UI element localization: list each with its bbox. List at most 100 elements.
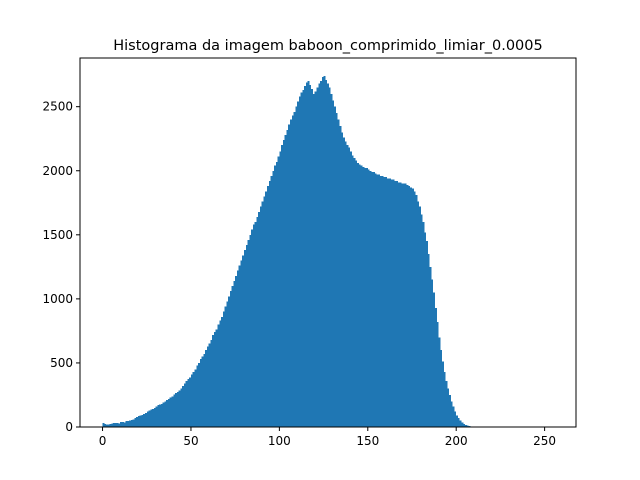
histogram-bar xyxy=(221,316,223,427)
histogram-bar xyxy=(298,96,301,427)
histogram-bar xyxy=(118,423,121,427)
y-tick-label: 1000 xyxy=(42,292,73,306)
histogram-bar xyxy=(109,423,112,427)
histogram-bar xyxy=(415,195,418,427)
histogram-bar xyxy=(434,307,437,427)
histogram-bar xyxy=(366,168,368,427)
histogram-bar xyxy=(212,334,214,427)
histogram-bar xyxy=(194,369,197,427)
histogram-bar xyxy=(399,182,402,427)
histogram-bar xyxy=(153,407,156,427)
histogram-bar xyxy=(291,115,294,427)
histogram-bar xyxy=(376,174,379,427)
histogram-bar xyxy=(196,365,199,427)
histogram-bar xyxy=(358,164,361,427)
histogram-bar xyxy=(171,396,174,427)
histogram-bar xyxy=(404,183,407,427)
histogram-bar xyxy=(155,406,158,427)
histogram-bar xyxy=(134,418,137,427)
histogram-bar xyxy=(335,113,338,427)
histogram-bar xyxy=(373,172,375,427)
histogram-bar xyxy=(316,87,319,427)
histogram-bar xyxy=(282,140,285,427)
histogram-bar xyxy=(228,296,230,427)
histogram-bar xyxy=(450,401,453,428)
histogram-bar xyxy=(300,92,303,427)
histogram-bar xyxy=(185,380,188,428)
histogram-bar xyxy=(141,414,144,427)
histogram-bar xyxy=(422,222,425,427)
histogram-bar xyxy=(238,265,241,427)
histogram-bar xyxy=(106,424,108,427)
histogram-bar xyxy=(102,423,105,427)
histogram-bar xyxy=(353,157,356,427)
histogram-bar xyxy=(206,346,209,427)
histogram-bar xyxy=(355,160,358,427)
histogram-bar xyxy=(284,134,287,428)
histogram-bar xyxy=(357,163,359,427)
histogram-bar xyxy=(116,423,119,427)
histogram-bar xyxy=(406,184,409,427)
histogram-bar xyxy=(325,79,328,427)
histogram-bar xyxy=(251,229,253,427)
histogram-bar xyxy=(266,186,269,428)
histogram-bar xyxy=(226,301,229,427)
histogram-bar xyxy=(173,394,176,427)
histogram-bar xyxy=(318,83,321,428)
histogram-bar xyxy=(362,166,365,427)
histogram-bar xyxy=(261,201,264,427)
histogram-bar xyxy=(454,411,457,428)
histogram-bar xyxy=(332,100,335,427)
histogram-bar xyxy=(411,188,414,427)
y-tick-label: 500 xyxy=(50,356,73,370)
histogram-bar xyxy=(304,86,306,427)
histogram-bar xyxy=(217,324,220,427)
histogram-bar xyxy=(136,416,138,427)
histogram-bar xyxy=(205,350,207,428)
histogram-bar xyxy=(198,362,200,427)
histogram-bar xyxy=(351,155,354,428)
histogram-bar xyxy=(389,178,391,427)
histogram-bar xyxy=(286,129,289,427)
y-tick-label: 0 xyxy=(65,420,73,434)
histogram-bar xyxy=(457,418,460,427)
histogram-bar xyxy=(256,216,259,428)
histogram-bar xyxy=(169,397,172,427)
chart-title: Histograma da imagem baboon_comprimido_l… xyxy=(113,38,542,54)
histogram-bar xyxy=(160,403,163,427)
histogram-bar xyxy=(281,145,283,428)
histogram-bar xyxy=(302,90,305,427)
histogram-bar xyxy=(219,320,222,427)
histogram-bar xyxy=(159,404,161,427)
histogram-bar xyxy=(344,141,347,427)
histogram-bar xyxy=(263,196,266,428)
histogram-bar xyxy=(277,156,280,427)
histogram-bar xyxy=(144,412,147,427)
histogram-bar xyxy=(272,170,275,427)
histogram-bar xyxy=(254,222,257,427)
histogram-bar xyxy=(466,425,469,427)
histogram-bar xyxy=(311,88,313,427)
histogram-bar xyxy=(381,175,384,428)
histogram-bar xyxy=(235,275,237,427)
x-tick-label: 50 xyxy=(183,434,198,448)
histogram-bar xyxy=(374,173,377,427)
histogram-bar xyxy=(164,401,167,428)
y-tick-label: 2000 xyxy=(42,164,73,178)
histogram-bar xyxy=(410,187,412,427)
y-tick-label: 2500 xyxy=(42,100,73,114)
histogram-bar xyxy=(334,106,336,427)
histogram-bar xyxy=(175,393,177,427)
histogram-bar xyxy=(327,83,329,428)
histogram-bar xyxy=(309,84,312,427)
histogram-bar xyxy=(392,179,395,427)
histogram-bar xyxy=(167,398,170,427)
histogram-bar xyxy=(162,402,165,427)
histogram-bar xyxy=(199,359,202,427)
histogram-bar xyxy=(157,405,160,427)
x-tick-label: 0 xyxy=(99,434,107,448)
x-axis: 0 50 100 150 200 250 xyxy=(99,427,556,448)
histogram-bar xyxy=(295,106,298,427)
histogram-bar xyxy=(383,177,386,427)
